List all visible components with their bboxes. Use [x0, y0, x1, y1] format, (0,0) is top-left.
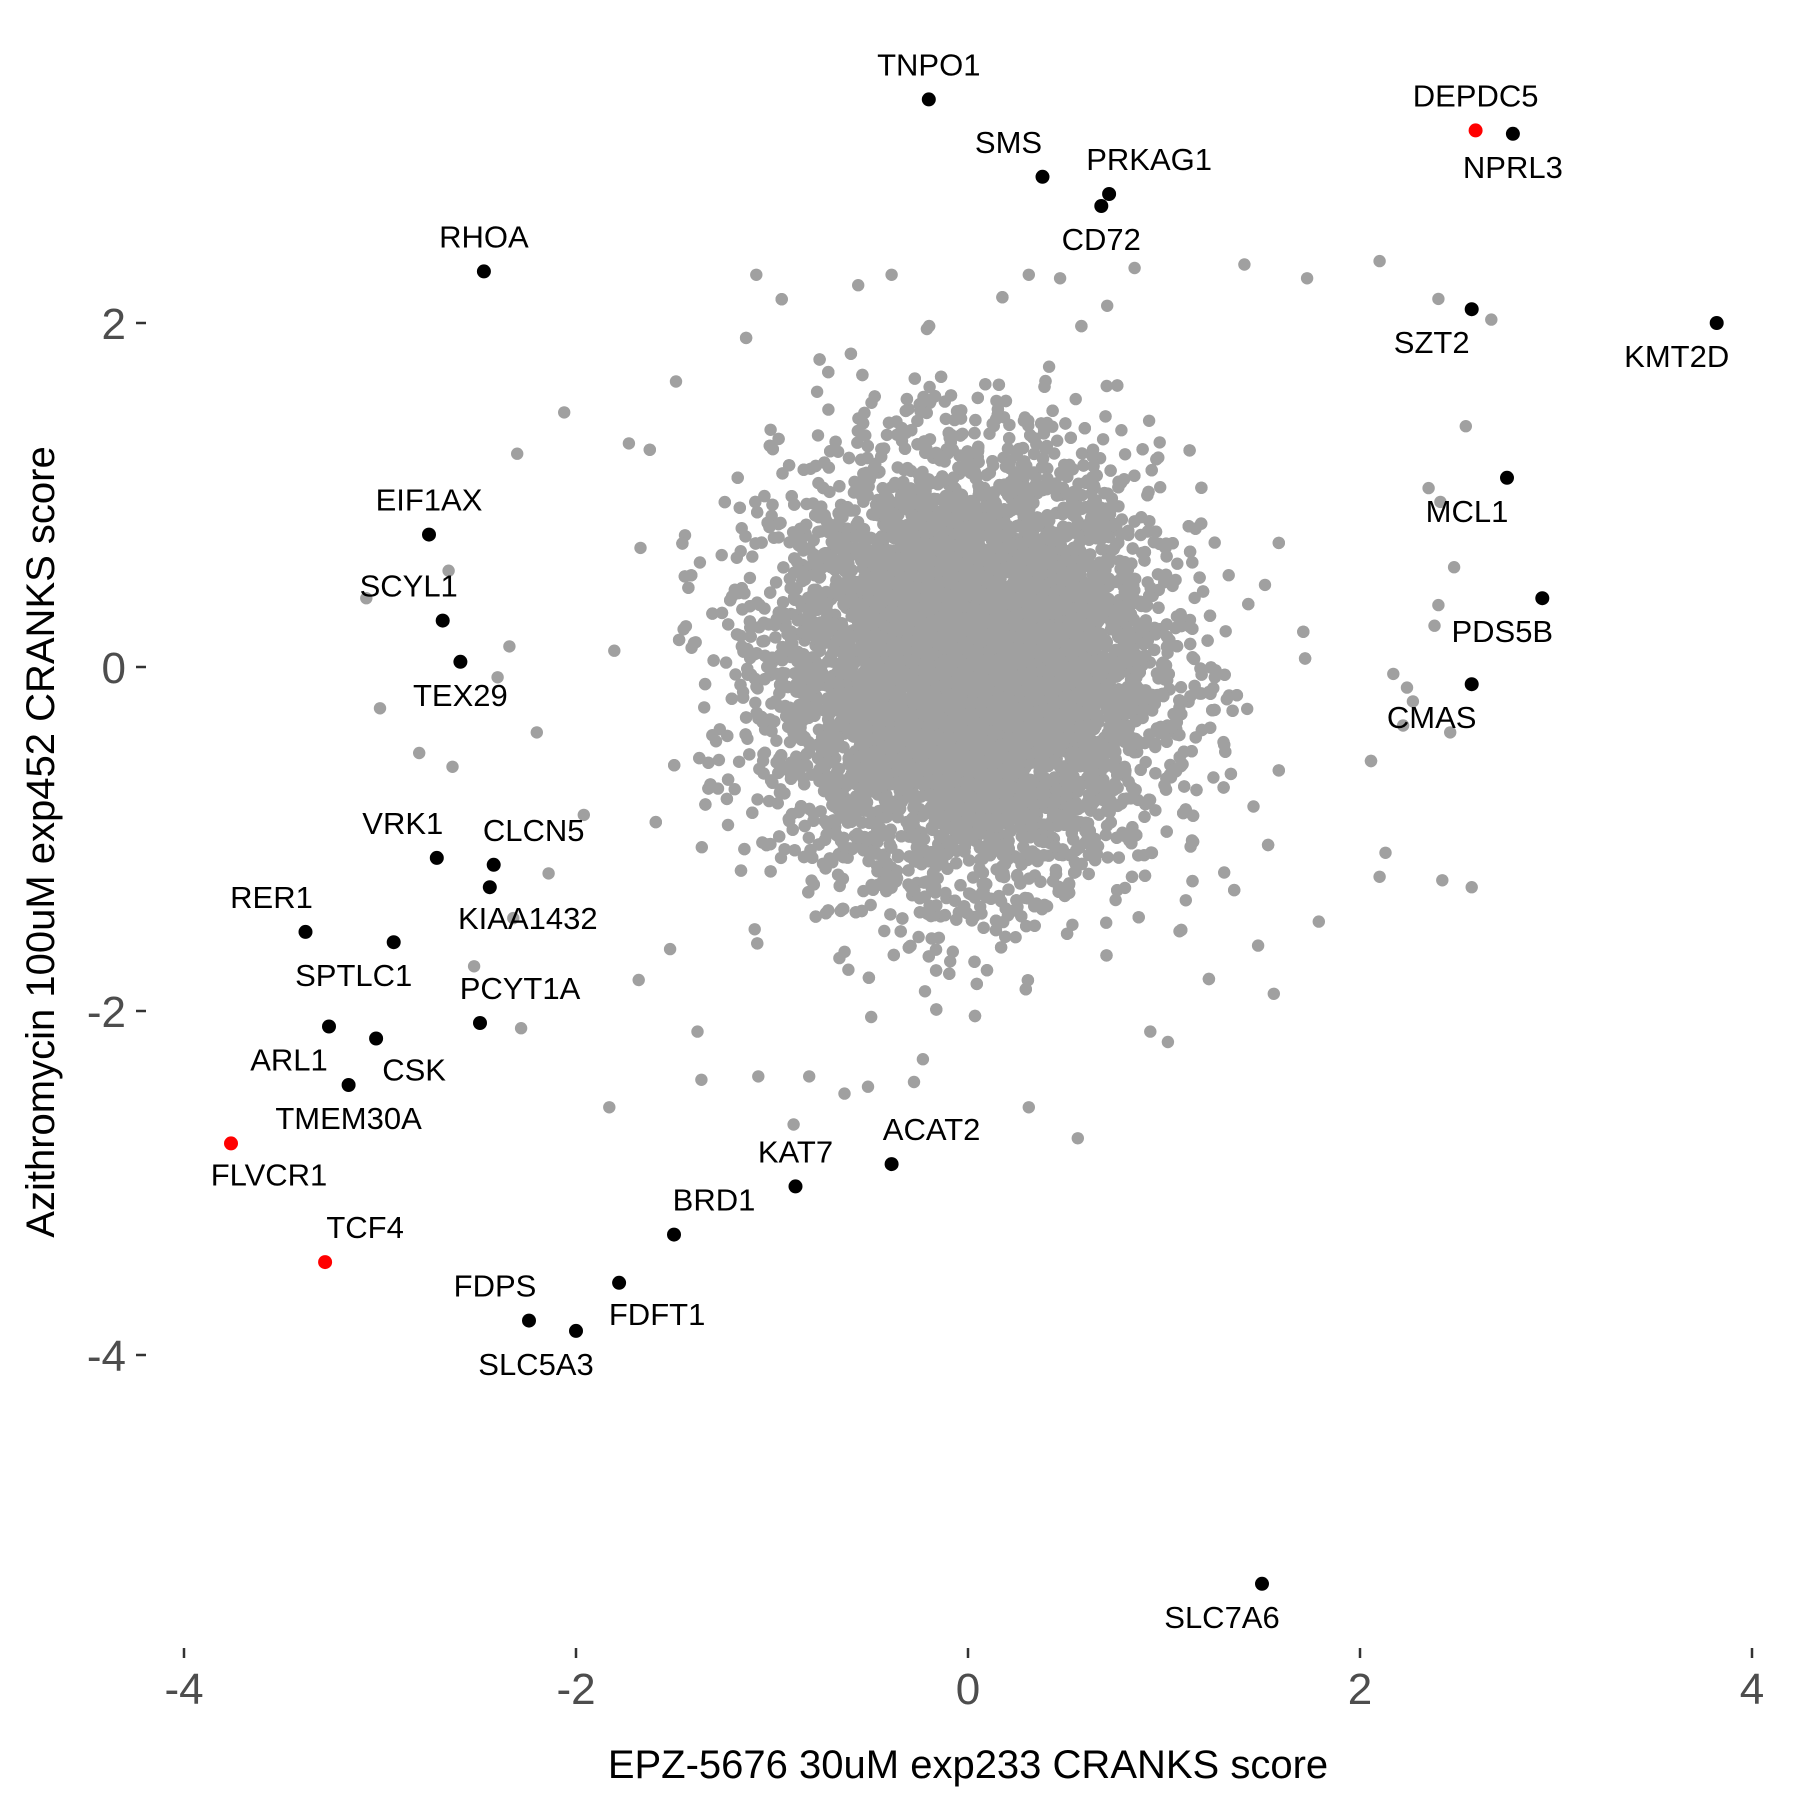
background-point — [728, 783, 741, 796]
background-point — [634, 541, 647, 555]
background-point — [1066, 918, 1079, 931]
background-point — [1171, 557, 1184, 570]
background-point — [811, 429, 825, 442]
background-point — [1069, 392, 1082, 406]
background-point — [1207, 771, 1220, 784]
background-point — [1218, 866, 1231, 879]
background-point — [925, 932, 938, 945]
background-point — [912, 930, 925, 944]
background-point — [1154, 481, 1167, 494]
background-point — [842, 963, 855, 976]
background-point — [732, 755, 746, 768]
background-point — [822, 403, 835, 416]
background-point — [1169, 573, 1182, 587]
background-point — [719, 656, 733, 669]
background-point — [695, 841, 708, 854]
background-point — [918, 985, 932, 998]
background-point — [865, 1010, 878, 1024]
background-points-layer — [360, 254, 1498, 1145]
background-point — [693, 556, 707, 569]
background-point — [864, 898, 877, 912]
background-point — [1149, 804, 1162, 817]
background-point — [1220, 693, 1234, 706]
background-point — [770, 734, 783, 747]
background-point — [1115, 424, 1128, 437]
background-point — [608, 644, 621, 657]
background-point — [715, 548, 728, 562]
background-point — [1118, 448, 1132, 461]
background-point — [748, 923, 761, 936]
background-point — [751, 793, 764, 806]
background-point — [1051, 434, 1064, 447]
background-point — [974, 900, 987, 913]
background-point — [729, 668, 742, 681]
background-point — [772, 531, 785, 544]
background-point — [923, 380, 936, 394]
background-point — [880, 428, 894, 442]
background-point — [802, 831, 815, 844]
background-point — [851, 436, 864, 449]
background-point — [907, 1075, 921, 1089]
background-point — [1258, 578, 1272, 592]
background-point — [944, 955, 957, 968]
background-point — [1241, 702, 1254, 716]
background-point — [1099, 828, 1113, 842]
background-point — [1101, 851, 1114, 864]
background-point — [1208, 536, 1221, 549]
background-point — [746, 550, 759, 563]
background-point — [1042, 360, 1056, 373]
background-point — [1174, 681, 1188, 694]
background-point — [721, 818, 735, 832]
background-point — [1188, 591, 1201, 605]
background-point — [712, 753, 726, 767]
background-point — [857, 884, 870, 898]
background-point — [1009, 931, 1022, 944]
